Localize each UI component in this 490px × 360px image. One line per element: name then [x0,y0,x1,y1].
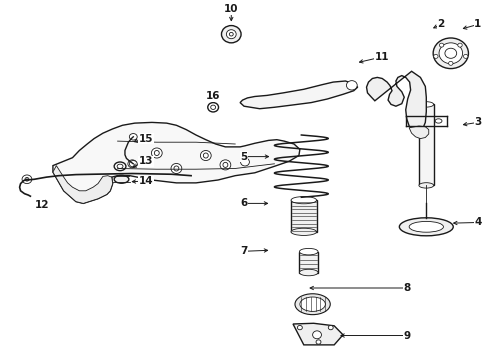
Text: 12: 12 [34,200,49,210]
Ellipse shape [128,160,137,168]
Ellipse shape [399,218,453,236]
Ellipse shape [25,177,29,181]
Text: 14: 14 [139,176,153,186]
Text: 6: 6 [241,198,247,208]
Text: 2: 2 [438,19,444,30]
Polygon shape [53,166,113,203]
Ellipse shape [445,48,457,58]
Ellipse shape [220,160,231,170]
Ellipse shape [114,162,126,171]
Polygon shape [367,71,426,132]
Text: 7: 7 [240,246,248,256]
Ellipse shape [297,325,302,330]
Ellipse shape [346,81,357,90]
Ellipse shape [200,150,211,161]
Ellipse shape [22,175,32,184]
Ellipse shape [434,54,438,58]
Text: 9: 9 [403,330,410,341]
Ellipse shape [449,61,453,65]
Text: 5: 5 [241,152,247,162]
Ellipse shape [433,38,468,69]
Ellipse shape [458,43,462,47]
Ellipse shape [151,148,162,158]
Ellipse shape [154,150,159,156]
Text: 4: 4 [474,217,482,228]
Ellipse shape [291,197,317,204]
Ellipse shape [114,175,129,183]
Text: 8: 8 [403,283,410,293]
Ellipse shape [435,119,442,123]
Polygon shape [409,126,429,139]
Ellipse shape [117,164,123,168]
Ellipse shape [464,54,468,58]
Ellipse shape [439,43,463,64]
Text: 1: 1 [474,19,481,30]
Bar [419,104,434,185]
Ellipse shape [174,166,179,171]
Ellipse shape [171,163,182,174]
Ellipse shape [208,103,219,112]
Ellipse shape [129,134,137,140]
Ellipse shape [241,158,249,166]
Polygon shape [240,81,358,109]
Text: 3: 3 [474,117,481,127]
Ellipse shape [313,331,321,339]
Text: 16: 16 [206,91,220,102]
Polygon shape [53,122,300,203]
Ellipse shape [211,105,216,109]
Ellipse shape [299,269,318,276]
Ellipse shape [295,294,330,315]
Ellipse shape [223,162,228,167]
Ellipse shape [409,221,443,232]
Ellipse shape [419,183,434,188]
Text: 13: 13 [139,156,153,166]
Ellipse shape [411,119,417,123]
Ellipse shape [226,30,236,39]
Ellipse shape [229,32,233,36]
Ellipse shape [203,153,208,158]
Ellipse shape [300,297,325,311]
Text: 15: 15 [139,134,153,144]
Polygon shape [293,323,343,345]
Ellipse shape [299,248,318,255]
Bar [291,200,317,232]
Text: 10: 10 [224,4,239,14]
Ellipse shape [316,340,321,344]
Ellipse shape [291,228,317,235]
Ellipse shape [419,102,434,107]
Bar [299,252,318,273]
Ellipse shape [129,161,137,167]
Ellipse shape [328,325,333,330]
Ellipse shape [440,43,444,47]
Text: 11: 11 [375,52,390,62]
Ellipse shape [221,26,241,43]
